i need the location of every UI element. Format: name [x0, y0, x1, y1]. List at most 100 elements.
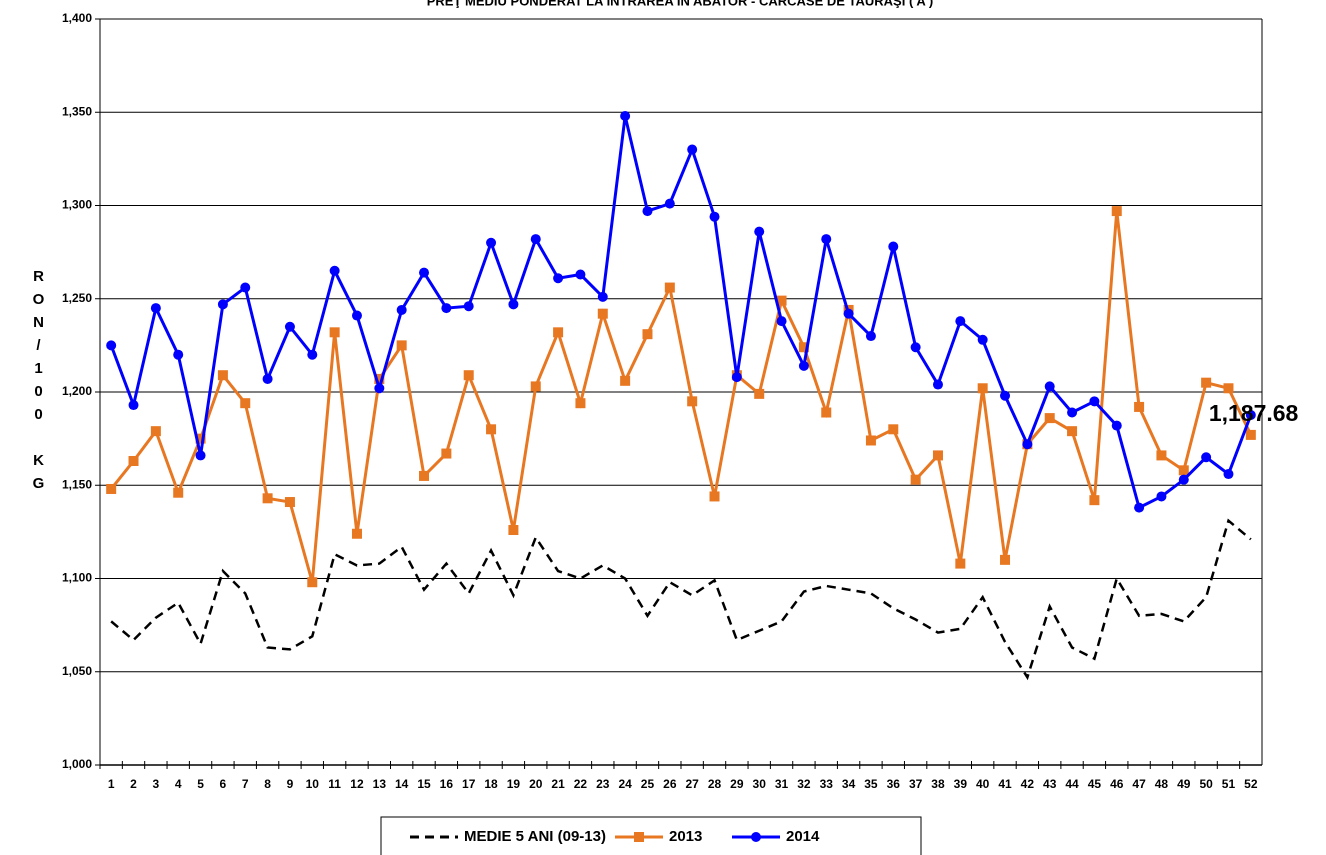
marker: [351, 528, 362, 539]
marker: [754, 226, 765, 237]
marker: [307, 577, 318, 588]
marker: [1111, 206, 1122, 217]
marker: [888, 241, 899, 252]
x-tick-label: 12: [350, 777, 364, 791]
x-tick-label: 31: [775, 777, 789, 791]
marker: [843, 308, 854, 319]
marker: [329, 265, 340, 276]
x-tick-label: 51: [1222, 777, 1236, 791]
legend-marker: [634, 832, 644, 842]
marker: [284, 497, 295, 508]
marker: [977, 383, 988, 394]
x-tick-label: 25: [641, 777, 655, 791]
marker: [754, 388, 765, 399]
x-tick-label: 47: [1132, 777, 1146, 791]
x-tick-label: 22: [574, 777, 588, 791]
marker: [262, 493, 273, 504]
marker: [1089, 396, 1100, 407]
x-tick-label: 27: [685, 777, 699, 791]
marker: [240, 398, 251, 409]
y-axis-label: RON/100 KG: [30, 268, 47, 498]
marker: [821, 234, 832, 245]
marker: [217, 370, 228, 381]
marker: [195, 450, 206, 461]
marker: [664, 282, 675, 293]
marker: [508, 299, 519, 310]
x-tick-label: 49: [1177, 777, 1191, 791]
marker: [910, 342, 921, 353]
x-tick-label: 38: [931, 777, 945, 791]
marker: [597, 291, 608, 302]
marker: [128, 400, 139, 411]
marker: [553, 327, 564, 338]
x-tick-label: 10: [306, 777, 320, 791]
y-tick-label: 1,200: [62, 384, 92, 398]
marker: [374, 373, 385, 384]
x-tick-label: 34: [842, 777, 856, 791]
marker: [798, 342, 809, 353]
x-tick-label: 41: [998, 777, 1012, 791]
marker: [642, 206, 653, 217]
legend-label: 2013: [669, 828, 702, 845]
marker: [888, 424, 899, 435]
x-tick-label: 42: [1021, 777, 1035, 791]
marker: [821, 407, 832, 418]
y-tick-label: 1,250: [62, 291, 92, 305]
legend-label: MEDIE 5 ANI (09-13): [464, 828, 606, 845]
marker: [1022, 439, 1033, 450]
x-tick-label: 6: [220, 777, 227, 791]
marker: [1044, 413, 1055, 424]
x-tick-label: 35: [864, 777, 878, 791]
x-tick-label: 9: [287, 777, 294, 791]
marker: [776, 295, 787, 306]
marker: [307, 349, 318, 360]
marker: [687, 144, 698, 155]
x-tick-label: 44: [1065, 777, 1079, 791]
marker: [865, 331, 876, 342]
marker: [329, 327, 340, 338]
marker: [977, 334, 988, 345]
x-tick-label: 26: [663, 777, 677, 791]
x-tick-label: 19: [507, 777, 521, 791]
x-tick-label: 5: [197, 777, 204, 791]
marker: [1223, 383, 1234, 394]
x-tick-label: 32: [797, 777, 811, 791]
marker: [150, 426, 161, 437]
marker: [1201, 452, 1212, 463]
marker: [910, 474, 921, 485]
legend-marker: [751, 832, 761, 842]
y-tick-label: 1,050: [62, 664, 92, 678]
x-tick-label: 30: [753, 777, 767, 791]
marker: [106, 483, 117, 494]
marker: [553, 273, 564, 284]
marker: [1156, 491, 1167, 502]
marker: [396, 340, 407, 351]
marker: [1223, 469, 1234, 480]
marker: [620, 375, 631, 386]
marker: [955, 558, 966, 569]
marker: [419, 267, 430, 278]
marker: [575, 269, 586, 280]
value-label: 1,187.68: [1209, 400, 1299, 426]
marker: [150, 303, 161, 314]
x-tick-label: 40: [976, 777, 990, 791]
marker: [1134, 401, 1145, 412]
marker: [1178, 474, 1189, 485]
x-tick-label: 52: [1244, 777, 1258, 791]
y-tick-label: 1,300: [62, 198, 92, 212]
x-tick-label: 46: [1110, 777, 1124, 791]
marker: [798, 360, 809, 371]
marker: [195, 433, 206, 444]
x-tick-label: 20: [529, 777, 543, 791]
y-tick-label: 1,150: [62, 477, 92, 491]
x-tick-label: 15: [417, 777, 431, 791]
marker: [486, 237, 497, 248]
legend-label: 2014: [786, 828, 820, 845]
marker: [1044, 381, 1055, 392]
x-tick-label: 28: [708, 777, 722, 791]
marker: [1156, 450, 1167, 461]
marker: [486, 424, 497, 435]
x-tick-label: 8: [264, 777, 271, 791]
series-line: [110, 518, 1252, 681]
